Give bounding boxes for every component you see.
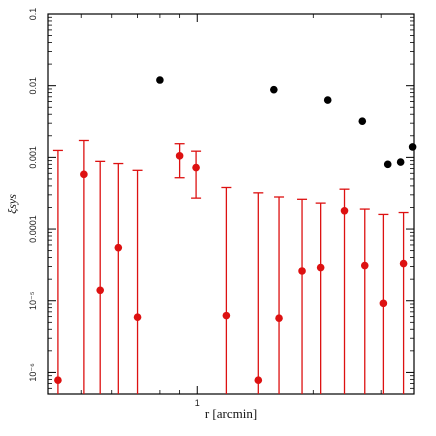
y-tick-label: 0.0001 — [28, 215, 38, 243]
y-tick-label: 10⁻⁶ — [28, 363, 38, 382]
data-point — [298, 267, 306, 275]
y-axis: 0.1 0.01 0.001 0.0001 10⁻⁵ 10⁻⁶ — [28, 8, 414, 395]
data-point — [80, 170, 88, 179]
y-tick-label: 0.001 — [28, 146, 38, 169]
data-point — [396, 158, 405, 166]
data-point — [340, 206, 349, 215]
y-tick-label: 0.01 — [28, 77, 38, 95]
data-points — [54, 76, 417, 384]
data-point — [408, 143, 417, 151]
data-point — [175, 152, 184, 160]
data-point — [222, 311, 231, 320]
data-point — [275, 314, 283, 323]
data-point — [399, 259, 408, 268]
error-bars — [52, 139, 409, 394]
plot-frame — [47, 13, 415, 395]
y-tick-label: 0.1 — [28, 8, 38, 21]
data-point — [114, 243, 123, 252]
data-point — [192, 163, 200, 172]
data-point — [133, 313, 142, 321]
data-point — [254, 376, 263, 384]
x-axis: 1 — [80, 14, 382, 408]
data-point — [358, 117, 367, 125]
data-point — [379, 299, 388, 308]
y-tick-label: 10⁻⁵ — [28, 291, 38, 310]
data-point — [360, 261, 369, 270]
x-axis-title: r [arcmin] — [205, 406, 257, 421]
data-point — [316, 263, 325, 272]
data-point — [383, 160, 392, 169]
data-point — [323, 96, 332, 104]
y-axis-title: ξsys — [5, 194, 19, 214]
data-point — [270, 85, 278, 94]
data-point — [54, 376, 62, 384]
data-point — [156, 76, 164, 84]
data-point — [96, 286, 104, 295]
x-tick-label: 1 — [195, 398, 200, 408]
